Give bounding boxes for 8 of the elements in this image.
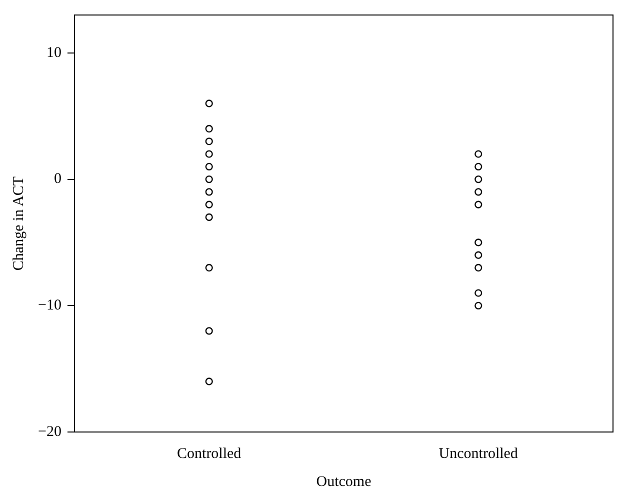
y-tick-label: −10 [38, 298, 62, 314]
y-tick-label: 10 [46, 44, 62, 61]
y-tick-label: 0 [54, 171, 62, 188]
x-axis-title: Outcome [316, 474, 372, 490]
x-tick-label: Controlled [177, 446, 242, 462]
y-axis-title: Change in ACT [10, 176, 27, 271]
x-tick-label: Uncontrolled [438, 446, 518, 462]
y-tick-label: −20 [38, 424, 62, 440]
